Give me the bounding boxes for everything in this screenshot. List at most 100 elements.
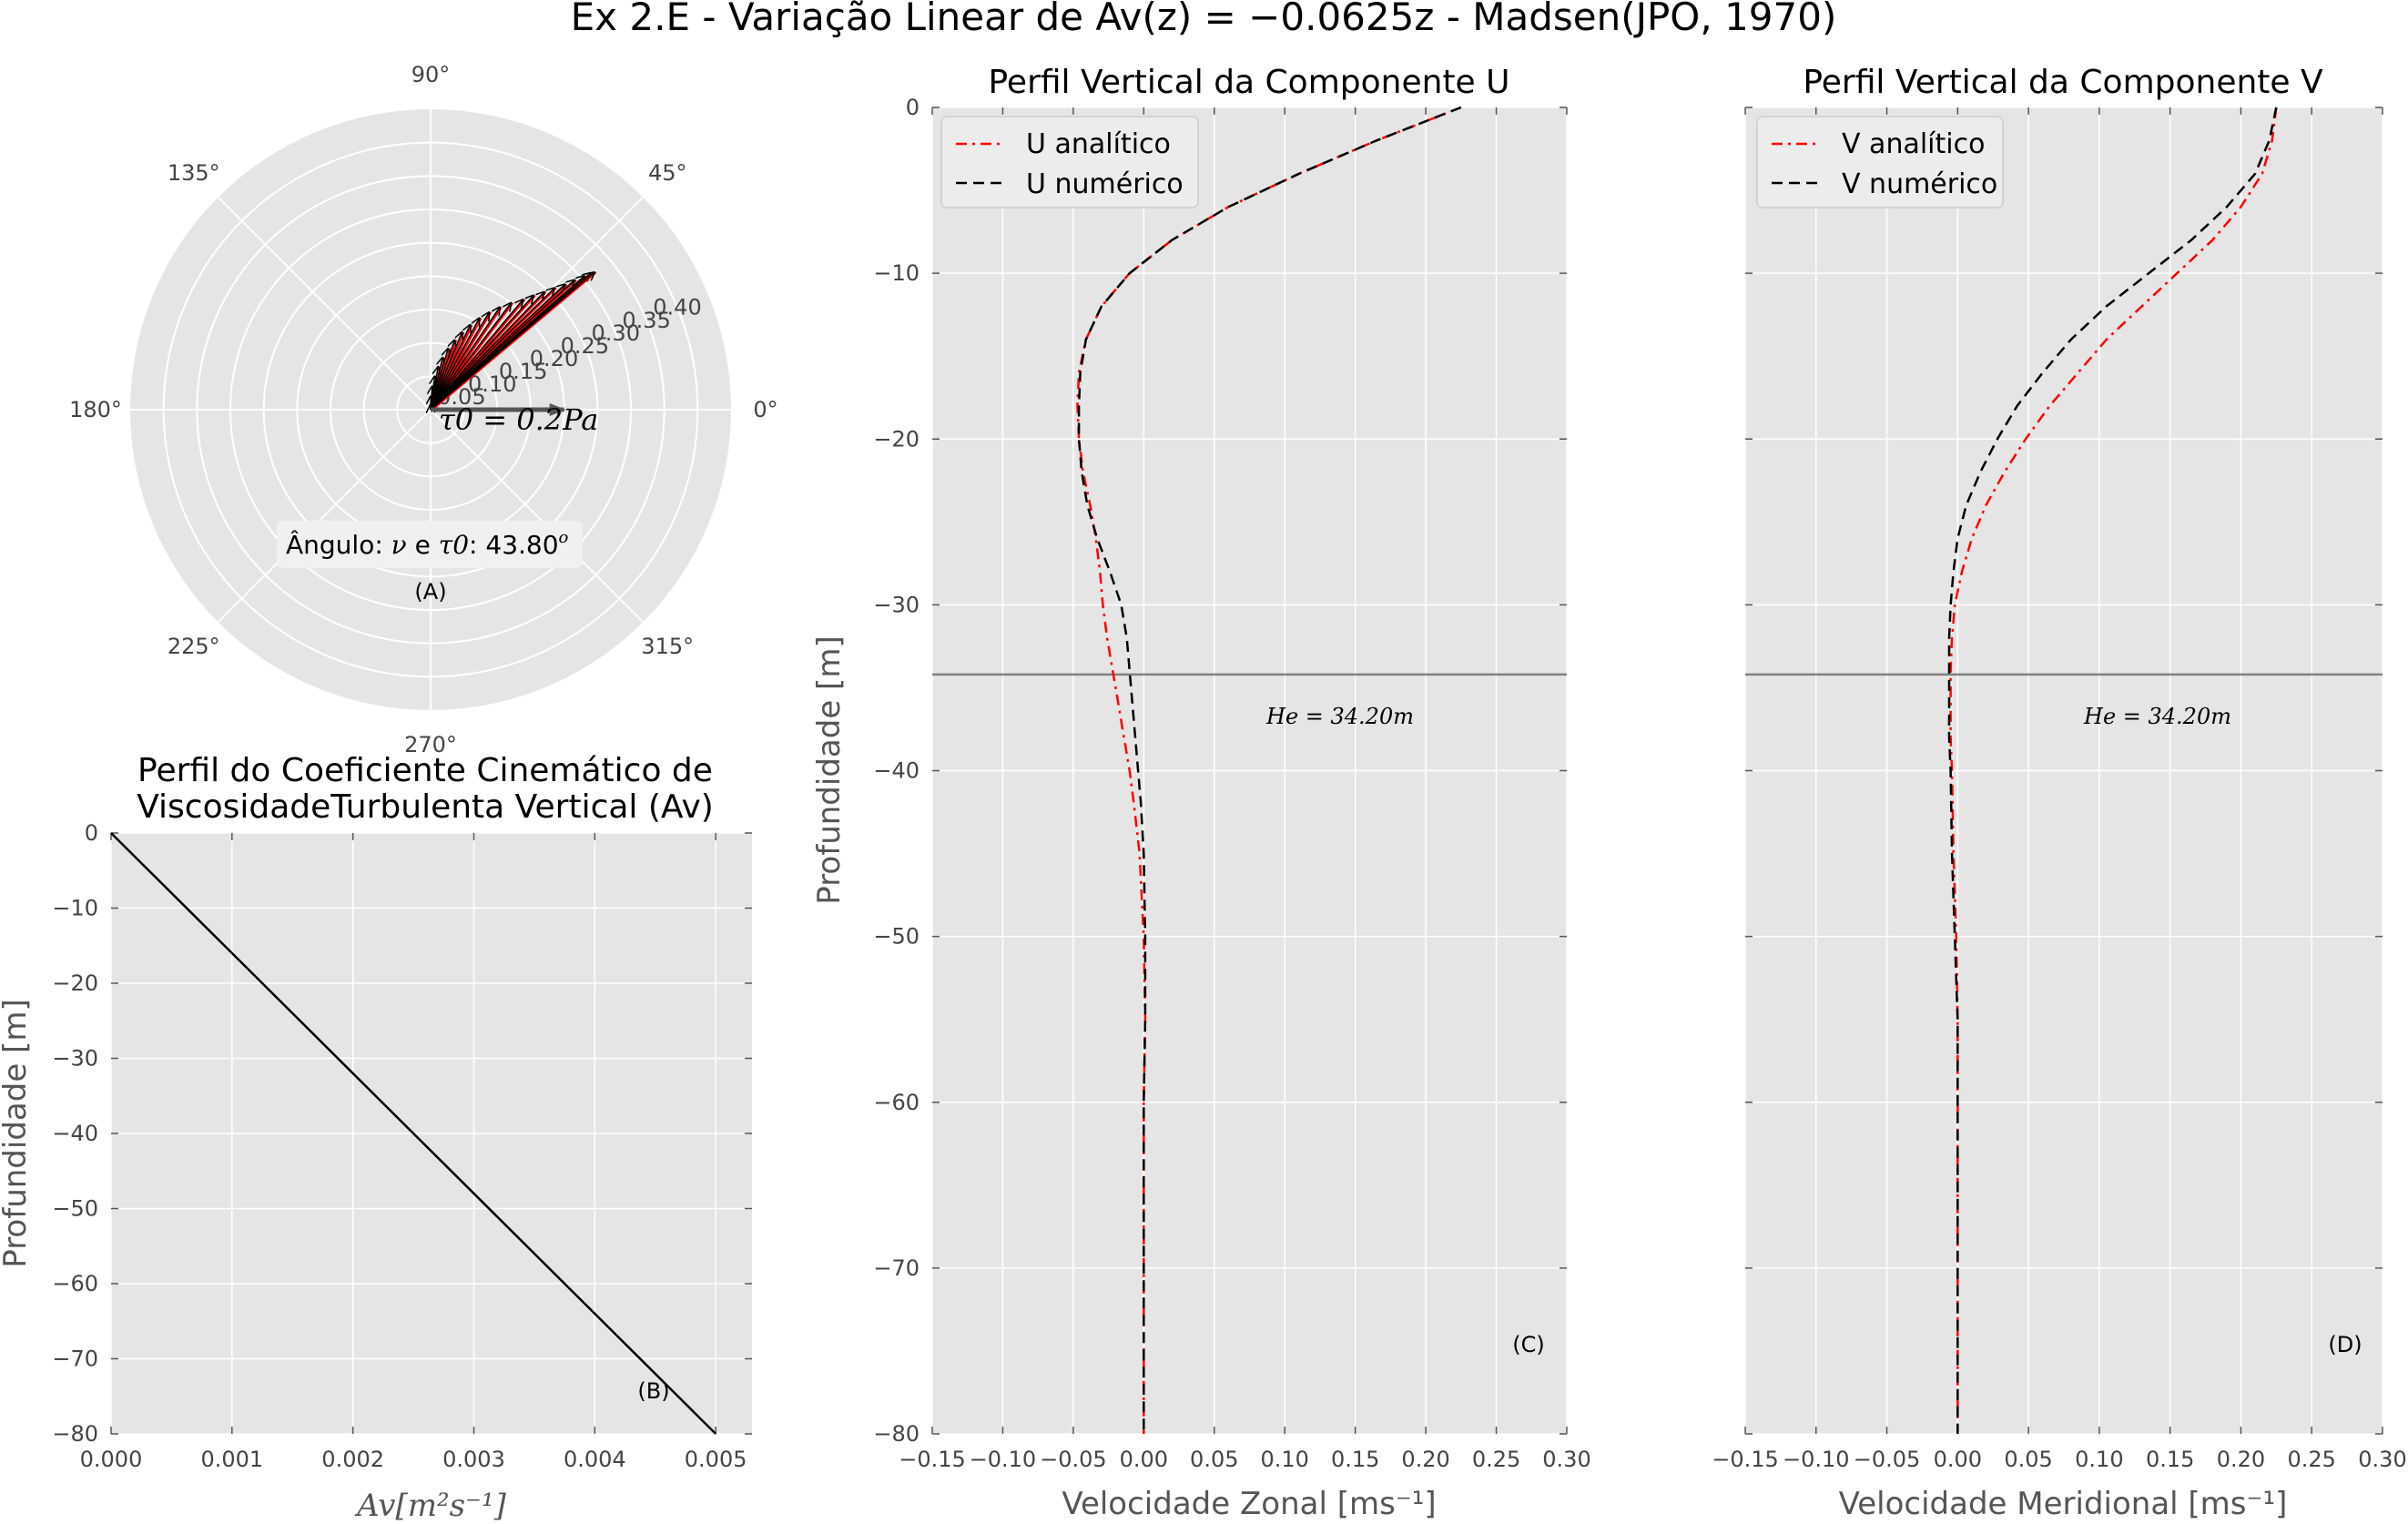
panel-d-grid: [1744, 107, 2383, 1435]
y-tick-label: −60: [52, 1271, 98, 1296]
x-tick-label: −0.10: [1783, 1447, 1850, 1472]
current-vector-numeric: [430, 272, 594, 411]
polar-radial-tick-label: 0.35: [622, 308, 670, 333]
v-profile-panel-d: −0.15 −0.10 −0.05 0.00 0.05 0.10 0.15 0.20 0.25 0…: [1712, 64, 2406, 1522]
x-tick-label: 0.20: [1401, 1447, 1449, 1472]
panel-b-title-line2: ViscosidadeTurbulenta Vertical (Av): [137, 788, 714, 826]
u-profile-panel-c: −0.15 −0.10 −0.05 0.00 0.05 0.10 0.15 0.20 0.25 0…: [811, 64, 1591, 1522]
polar-spoke: [430, 409, 645, 624]
panel-label-c: (C): [1512, 1332, 1544, 1357]
legend-v-analytic-label: V analítico: [1842, 128, 1985, 160]
y-tick-label: −80: [52, 1421, 98, 1447]
y-tick-label: −20: [873, 426, 920, 452]
polar-radial-tick-label: 0.25: [561, 333, 609, 359]
polar-angle-tick-label: 180°: [69, 397, 122, 422]
panel-c-legend-box: [940, 116, 1199, 208]
x-tick-label: 0.005: [685, 1447, 747, 1472]
panel-c-legend: U analítico U numérico: [940, 116, 1199, 208]
polar-panel-a: 0° 45° 90° 135° 180° 225° 270° 315° 0.050.100.1…: [69, 62, 778, 757]
panel-c-ticks: −0.15 −0.10 −0.05 0.00 0.05 0.10 0.15 0.20 0.25 0…: [873, 95, 1590, 1472]
polar-spoke: [217, 196, 432, 411]
panel-c-xlabel: Velocidade Zonal [ms⁻¹]: [1062, 1486, 1436, 1522]
y-tick-label: −30: [52, 1046, 98, 1072]
polar-angle-tick-label: 225°: [168, 634, 220, 659]
y-tick-label: −40: [52, 1121, 98, 1146]
viscosity-profile-line: [110, 832, 717, 1435]
x-tick-label: 0.000: [80, 1447, 143, 1472]
polar-radial-tick-label: 0.15: [499, 359, 547, 384]
x-tick-label: 0.00: [1120, 1447, 1168, 1472]
y-tick-label: −80: [873, 1421, 920, 1447]
viscosity-panel-b: 0.000 0.001 0.002 0.003 0.004 0.005 0 −10 −20 −30…: [0, 752, 752, 1524]
panel-c-title: Perfil Vertical da Componente U: [989, 64, 1510, 101]
y-tick-label: −50: [873, 924, 920, 950]
current-vector-numeric: [430, 325, 470, 411]
x-tick-label: 0.30: [1542, 1447, 1590, 1472]
x-tick-label: 0.15: [1331, 1447, 1379, 1472]
panel-c-he-label: He = 34.20m: [1265, 704, 1414, 729]
current-vector-numeric: [430, 300, 523, 411]
panel-label-a: (A): [414, 579, 446, 605]
polar-radial-ticks: 0.050.100.150.200.250.300.350.40: [437, 295, 702, 410]
polar-radial-tick-label: 0.30: [592, 320, 640, 346]
panel-b-title-line1: Perfil do Coeficiente Cinemático de: [137, 752, 713, 789]
x-tick-label: 0.10: [2075, 1447, 2123, 1472]
legend-v-numeric-label: V numérico: [1842, 168, 1997, 200]
x-tick-label: −0.05: [1040, 1447, 1107, 1472]
u-numeric-line: [1077, 106, 1462, 1434]
x-tick-label: 0.05: [1190, 1447, 1238, 1472]
panel-b-xlabel: Av[m²s⁻¹]: [354, 1488, 507, 1524]
y-tick-label: −40: [873, 758, 920, 784]
polar-angle-tick-label: 135°: [168, 160, 220, 186]
panel-d-xlabel: Velocidade Meridional [ms⁻¹]: [1839, 1486, 2288, 1522]
y-tick-label: −10: [873, 260, 920, 286]
angle-annotation-box: [277, 521, 583, 568]
current-vector-numeric: [430, 292, 544, 411]
x-tick-label: 0.002: [321, 1447, 384, 1472]
polar-angle-ticks: 0° 45° 90° 135° 180° 225° 270° 315°: [69, 62, 778, 757]
panel-label-d: (D): [2328, 1332, 2362, 1357]
current-vector-numeric: [430, 312, 489, 411]
polar-radial-tick-label: 0.10: [468, 371, 516, 397]
y-tick-label: 0: [906, 95, 920, 120]
x-tick-label: −0.10: [970, 1447, 1037, 1472]
wind-stress-label: τ0 = 0.2Pa: [439, 402, 598, 437]
x-tick-label: 0.30: [2358, 1447, 2406, 1472]
current-vector-numeric: [430, 319, 479, 411]
polar-angle-tick-label: 45°: [648, 160, 687, 186]
polar-radial-tick-label: 0.40: [653, 295, 701, 320]
x-tick-label: 0.20: [2217, 1447, 2265, 1472]
x-tick-label: 0.25: [2288, 1447, 2336, 1472]
y-tick-label: −20: [52, 970, 98, 996]
y-tick-label: −50: [52, 1196, 98, 1222]
current-vector-numeric: [430, 308, 500, 411]
x-tick-label: −0.15: [1712, 1447, 1779, 1472]
angle-annotation-text: Ângulo: ν e τ0: 43.80o: [286, 528, 569, 560]
panel-b-ticks: 0.000 0.001 0.002 0.003 0.004 0.005 0 −10 −20 −30…: [52, 820, 752, 1472]
panel-d-he-label: He = 34.20m: [2083, 704, 2231, 729]
current-vector-analytic: [432, 271, 597, 411]
panel-d-ticks: −0.15 −0.10 −0.05 0.00 0.05 0.10 0.15 0.20 0.25 0…: [1712, 107, 2407, 1472]
panel-label-b: (B): [637, 1378, 669, 1404]
v-numeric-line: [1947, 107, 2278, 1434]
x-tick-label: 0.10: [1261, 1447, 1309, 1472]
y-tick-label: −30: [873, 592, 920, 617]
figure-title: Ex 2.E - Variação Linear de Av(z) = −0.0…: [571, 0, 1837, 39]
polar-spoke: [217, 409, 432, 624]
x-tick-label: 0.15: [2146, 1447, 2194, 1472]
polar-angle-tick-label: 315°: [641, 634, 694, 659]
panel-d-legend-box: [1756, 116, 2004, 208]
panel-d-legend: V analítico V numérico: [1756, 116, 2004, 208]
panel-b-ylabel: Profundidade [m]: [0, 999, 34, 1267]
x-tick-label: 0.004: [564, 1447, 626, 1472]
y-tick-label: −10: [52, 896, 98, 921]
x-tick-label: 0.00: [1934, 1447, 1982, 1472]
y-tick-label: −60: [873, 1090, 920, 1115]
legend-u-analytic-label: U analítico: [1026, 128, 1171, 160]
panel-c-ylabel: Profundidade [m]: [811, 635, 848, 904]
x-tick-label: −0.15: [899, 1447, 966, 1472]
legend-u-numeric-label: U numérico: [1026, 168, 1184, 200]
current-vector-numeric: [430, 332, 462, 411]
y-tick-label: 0: [85, 820, 98, 846]
